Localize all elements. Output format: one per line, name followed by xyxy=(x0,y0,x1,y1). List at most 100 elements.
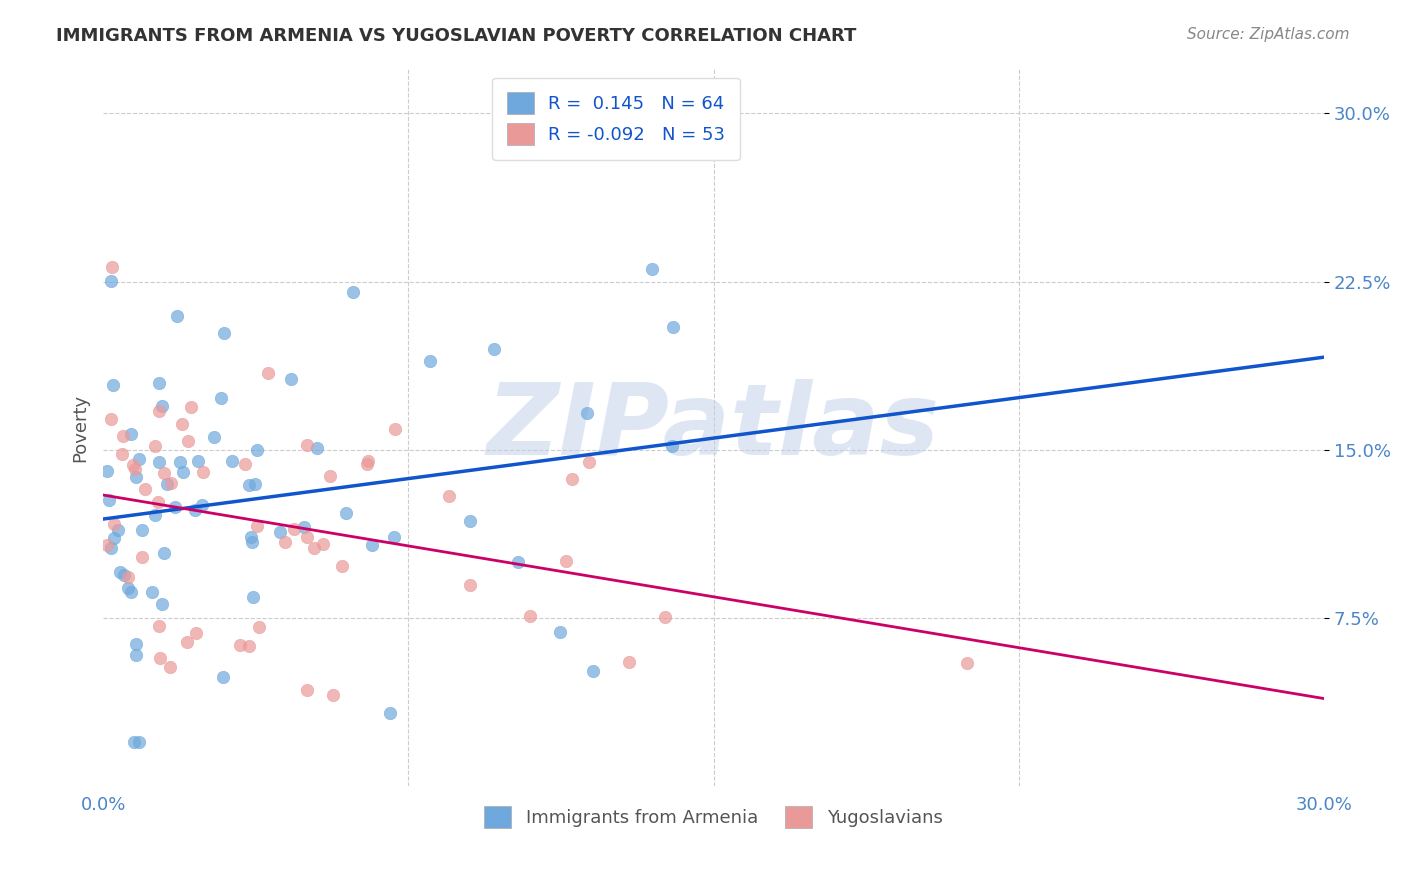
Point xyxy=(153,466,176,480)
Point xyxy=(172,465,194,479)
Point xyxy=(240,535,263,549)
Point xyxy=(100,412,122,426)
Point xyxy=(419,353,441,368)
Point xyxy=(302,541,325,556)
Point xyxy=(342,285,364,300)
Point xyxy=(143,508,166,523)
Point xyxy=(307,441,329,455)
Point xyxy=(202,430,225,444)
Point xyxy=(122,458,145,472)
Point xyxy=(131,524,153,538)
Point xyxy=(111,429,134,443)
Point xyxy=(578,455,600,469)
Point xyxy=(187,454,209,468)
Point xyxy=(159,660,181,674)
Point xyxy=(100,274,122,288)
Point xyxy=(134,483,156,497)
Point xyxy=(112,567,135,582)
Point xyxy=(125,648,148,662)
Point xyxy=(654,609,676,624)
Point xyxy=(956,656,979,670)
Point xyxy=(246,443,269,458)
Point xyxy=(246,519,269,533)
Point xyxy=(148,651,170,665)
Point xyxy=(240,530,263,544)
Point xyxy=(101,378,124,392)
Text: ZIPatlas: ZIPatlas xyxy=(486,379,941,476)
Point xyxy=(361,537,384,551)
Point xyxy=(295,531,318,545)
Point xyxy=(124,462,146,476)
Point xyxy=(148,618,170,632)
Point xyxy=(233,457,256,471)
Point xyxy=(295,438,318,452)
Point xyxy=(111,447,134,461)
Point xyxy=(297,682,319,697)
Point xyxy=(163,500,186,515)
Point xyxy=(103,517,125,532)
Point xyxy=(141,585,163,599)
Point xyxy=(160,475,183,490)
Point xyxy=(382,530,405,544)
Point xyxy=(238,478,260,492)
Point xyxy=(180,400,202,414)
Point xyxy=(548,625,571,640)
Point xyxy=(96,465,118,479)
Point xyxy=(120,584,142,599)
Y-axis label: Poverty: Poverty xyxy=(72,393,89,461)
Point xyxy=(117,570,139,584)
Point xyxy=(322,688,344,702)
Text: Source: ZipAtlas.com: Source: ZipAtlas.com xyxy=(1187,27,1350,42)
Point xyxy=(156,476,179,491)
Point xyxy=(619,656,641,670)
Point xyxy=(384,422,406,436)
Point xyxy=(357,454,380,468)
Point xyxy=(103,531,125,545)
Point xyxy=(148,455,170,469)
Point xyxy=(169,454,191,468)
Point xyxy=(555,554,578,568)
Point xyxy=(458,514,481,528)
Point xyxy=(100,260,122,274)
Point xyxy=(242,591,264,605)
Point xyxy=(108,565,131,579)
Point xyxy=(148,404,170,418)
Point xyxy=(97,492,120,507)
Point xyxy=(319,469,342,483)
Point xyxy=(131,550,153,565)
Point xyxy=(221,454,243,468)
Point xyxy=(191,498,214,512)
Point xyxy=(519,608,541,623)
Point xyxy=(150,597,173,611)
Point xyxy=(661,439,683,453)
Legend: Immigrants from Armenia, Yugoslavians: Immigrants from Armenia, Yugoslavians xyxy=(477,798,950,835)
Point xyxy=(209,392,232,406)
Point xyxy=(122,734,145,748)
Point xyxy=(311,536,333,550)
Point xyxy=(212,326,235,340)
Point xyxy=(274,534,297,549)
Point xyxy=(117,581,139,595)
Point xyxy=(662,320,685,334)
Point xyxy=(145,439,167,453)
Point xyxy=(576,406,599,420)
Point xyxy=(247,620,270,634)
Point xyxy=(128,734,150,748)
Text: IMMIGRANTS FROM ARMENIA VS YUGOSLAVIAN POVERTY CORRELATION CHART: IMMIGRANTS FROM ARMENIA VS YUGOSLAVIAN P… xyxy=(56,27,856,45)
Point xyxy=(150,399,173,413)
Point xyxy=(330,559,353,574)
Point xyxy=(96,538,118,552)
Point xyxy=(380,706,402,721)
Point xyxy=(582,664,605,678)
Point xyxy=(280,372,302,386)
Point xyxy=(191,465,214,479)
Point xyxy=(506,555,529,569)
Point xyxy=(229,638,252,652)
Point xyxy=(125,469,148,483)
Point xyxy=(283,522,305,536)
Point xyxy=(153,546,176,560)
Point xyxy=(238,639,260,653)
Point xyxy=(176,635,198,649)
Point xyxy=(561,472,583,486)
Point xyxy=(482,342,505,356)
